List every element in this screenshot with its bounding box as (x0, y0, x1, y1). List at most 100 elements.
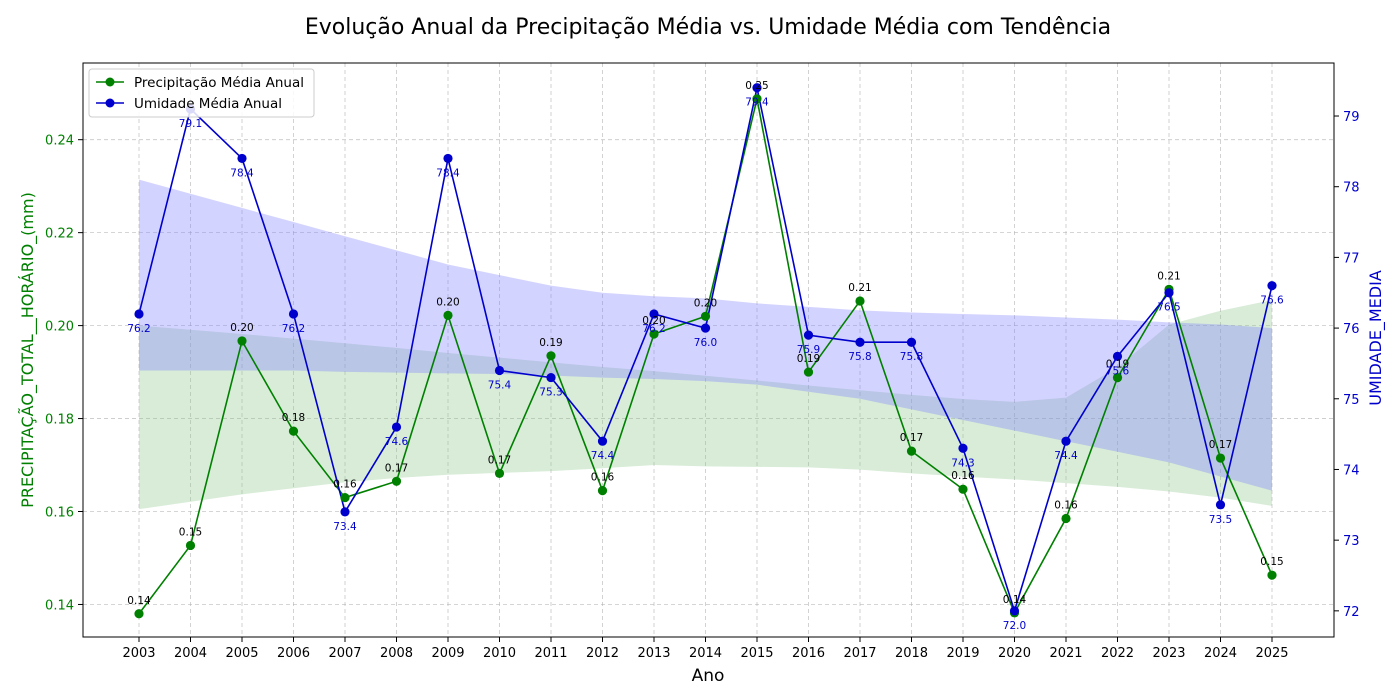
series-points (134, 83, 1277, 619)
data-label-umidade: 75.9 (797, 344, 820, 356)
x-tick-label: 2008 (380, 646, 413, 661)
data-label-precipitacao: 0.14 (127, 595, 151, 607)
point-precipitacao (237, 336, 247, 346)
data-label-precipitacao: 0.15 (179, 526, 202, 538)
point-umidade (391, 422, 402, 432)
data-label-precipitacao: 0.16 (951, 470, 975, 482)
data-label-umidade: 76.0 (694, 337, 717, 349)
data-label-precipitacao: 0.19 (539, 337, 562, 349)
point-precipitacao (752, 94, 762, 104)
y-right-axis-ticks: 72 73 74 75 76 77 78 79 (1334, 110, 1360, 620)
x-tick-label: 2018 (895, 646, 928, 661)
plot-frame (82, 62, 1335, 638)
point-umidade (443, 153, 453, 164)
y-right-tick-label: 72 (1343, 605, 1360, 620)
y-left-tick-label: 0.18 (45, 413, 74, 428)
data-label-umidade: 73.5 (1209, 514, 1232, 526)
data-label-precipitacao: 0.25 (745, 80, 768, 92)
point-precipitacao (443, 310, 453, 320)
point-umidade (958, 443, 968, 453)
data-label-precipitacao: 0.17 (385, 462, 408, 474)
point-precipitacao (340, 492, 350, 503)
x-tick-label: 2011 (534, 646, 567, 661)
x-tick-label: 2025 (1255, 646, 1288, 661)
point-umidade (288, 309, 299, 319)
x-tick-label: 2005 (225, 646, 258, 661)
x-tick-label: 2012 (586, 646, 619, 661)
y-right-tick-label: 75 (1343, 393, 1360, 408)
point-umidade (597, 436, 608, 446)
y-left-tick-label: 0.20 (45, 320, 74, 335)
point-umidade (1009, 606, 1020, 616)
y-right-tick-label: 78 (1343, 181, 1360, 196)
point-precipitacao (185, 540, 196, 551)
point-umidade (1215, 500, 1226, 510)
data-label-umidade: 72.0 (1003, 620, 1026, 632)
point-precipitacao (597, 485, 608, 496)
point-umidade (649, 309, 659, 319)
legend-box (88, 68, 315, 118)
x-tick-label: 2010 (483, 646, 516, 661)
point-precipitacao (546, 351, 556, 361)
point-umidade (1061, 436, 1071, 446)
point-precipitacao (958, 484, 968, 494)
data-label-precipitacao: 0.18 (282, 412, 305, 424)
data-label-precipitacao: 0.19 (797, 353, 820, 365)
legend-label-precipitacao: Precipitação Média Anual (134, 75, 304, 91)
y-right-tick-label: 76 (1343, 322, 1360, 337)
y-right-tick-label: 79 (1343, 110, 1360, 125)
point-umidade (906, 337, 917, 347)
point-precipitacao (494, 468, 505, 478)
x-axis-label: Ano (692, 666, 725, 686)
point-precipitacao (288, 426, 299, 436)
x-tick-label: 2013 (637, 646, 670, 661)
trend-band-umidade (139, 179, 1272, 491)
point-umidade (340, 507, 350, 517)
x-tick-label: 2004 (174, 646, 207, 661)
point-umidade (803, 330, 814, 340)
data-label-umidade: 74.6 (385, 436, 409, 448)
data-label-umidade: 76.5 (1157, 302, 1180, 314)
point-precipitacao (1061, 513, 1071, 524)
legend: Precipitação Média Anual Umidade Média A… (88, 68, 315, 118)
legend-marker-precipitacao (105, 77, 115, 87)
x-tick-label: 2003 (122, 646, 155, 661)
data-label-umidade: 76.6 (1260, 295, 1284, 307)
data-label-precipitacao: 0.16 (1054, 499, 1078, 511)
data-label-umidade: 78.4 (230, 167, 254, 179)
data-label-umidade: 79.1 (179, 118, 202, 130)
point-precipitacao (906, 446, 917, 456)
data-label-umidade: 76.2 (127, 323, 150, 335)
y-left-tick-label: 0.24 (45, 134, 74, 149)
data-label-umidade: 76.2 (642, 323, 665, 335)
x-tick-label: 2019 (946, 646, 979, 661)
data-label-precipitacao: 0.16 (591, 472, 615, 484)
data-label-umidade: 78.4 (436, 167, 460, 179)
trend-band-precipitacao (139, 300, 1272, 510)
point-umidade (752, 83, 762, 93)
point-umidade (855, 337, 865, 347)
data-label-precipitacao: 0.20 (436, 296, 459, 308)
point-precipitacao (649, 329, 659, 339)
y-right-tick-label: 73 (1343, 534, 1360, 549)
x-tick-label: 2021 (1049, 646, 1082, 661)
data-label-umidade: 75.3 (539, 387, 562, 399)
y-left-axis-label: PRECIPITAÇÃO_TOTAL__HORÁRIO_(mm) (18, 192, 38, 508)
data-label-precipitacao: 0.19 (1106, 359, 1129, 371)
y-right-tick-label: 74 (1343, 463, 1360, 478)
point-umidade (134, 309, 144, 319)
point-umidade (546, 372, 556, 383)
data-label-precipitacao: 0.20 (694, 297, 717, 309)
data-label-umidade: 76.2 (282, 323, 305, 335)
point-umidade (700, 323, 711, 333)
point-umidade (1267, 281, 1277, 291)
data-label-umidade: 75.8 (900, 351, 923, 363)
x-tick-label: 2009 (431, 646, 464, 661)
data-label-precipitacao: 0.16 (333, 479, 357, 491)
point-precipitacao (803, 367, 814, 377)
data-label-precipitacao: 0.14 (1003, 594, 1027, 606)
trend-bands (139, 179, 1272, 510)
data-label-precipitacao: 0.20 (642, 315, 665, 327)
y-left-tick-label: 0.16 (45, 506, 74, 521)
data-label-precipitacao: 0.17 (1209, 439, 1232, 451)
